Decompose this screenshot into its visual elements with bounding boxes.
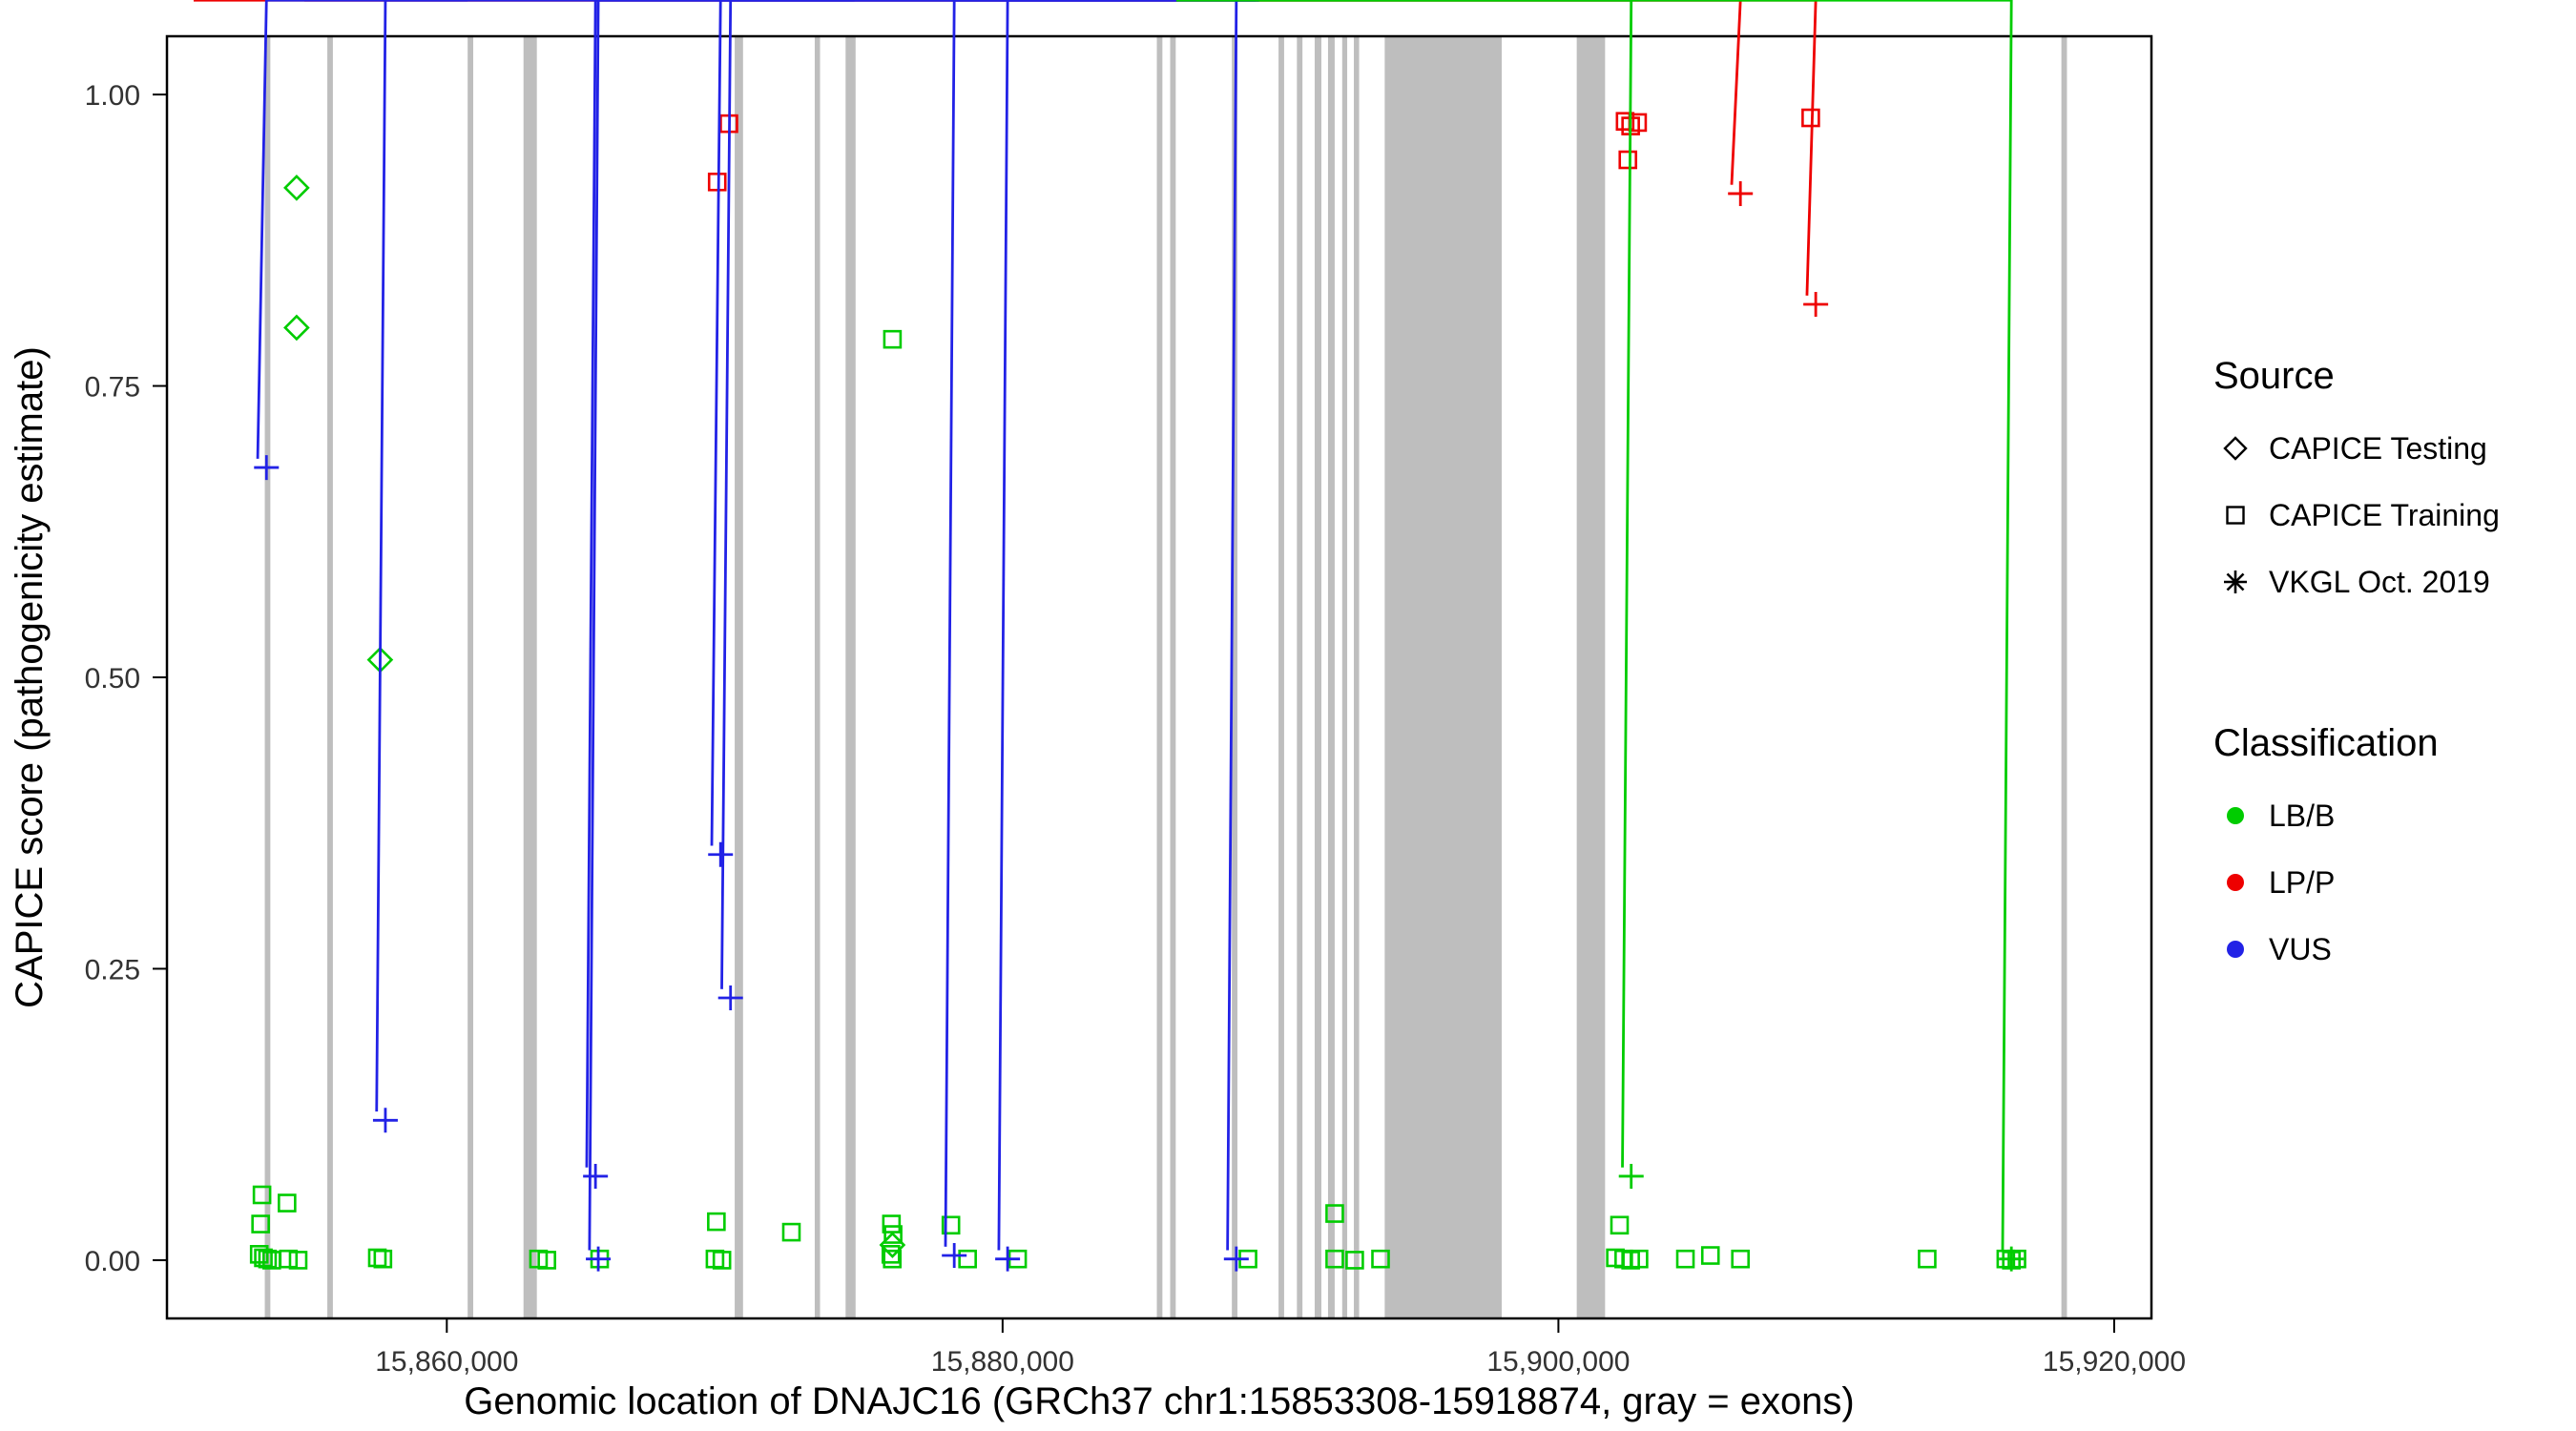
data-point-square	[537, 1251, 556, 1270]
y-tick-label: 1.00	[85, 80, 140, 112]
data-point-square	[279, 1249, 299, 1269]
diamond-icon	[2223, 436, 2248, 461]
data-point-asterisk	[254, 0, 468, 481]
exon-bar	[1314, 36, 1321, 1318]
legend-label-vkgl: VKGL Oct. 2019	[2269, 564, 2490, 599]
data-point-square	[883, 1225, 903, 1244]
legend-label-lpp: LP/P	[2269, 864, 2336, 900]
exon-bar	[467, 36, 473, 1318]
x-tick-label: 15,860,000	[375, 1346, 518, 1378]
x-tick-label: 15,900,000	[1486, 1346, 1630, 1378]
legend-item-lpp: LP/P	[2213, 849, 2500, 916]
legend-item-vus: VUS	[2213, 916, 2500, 983]
asterisk-icon	[2224, 570, 2247, 593]
legend-item-lbb: LB/B	[2213, 782, 2500, 849]
exon-bar	[523, 36, 537, 1318]
data-point-square	[1615, 112, 1635, 131]
data-point-asterisk	[583, 0, 1176, 1189]
exon-bar	[1327, 36, 1335, 1318]
lbb-color-dot-icon	[2227, 807, 2244, 824]
data-point-asterisk	[1223, 0, 1259, 1272]
y-tick-label: 0.00	[85, 1246, 140, 1277]
data-point-square	[252, 1185, 272, 1205]
data-point-square	[1325, 1204, 1344, 1223]
data-point-square	[1610, 1215, 1630, 1235]
x-tick-label: 15,880,000	[931, 1346, 1074, 1378]
legend-label-lbb: LB/B	[2269, 798, 2336, 833]
data-point-square	[883, 1249, 903, 1269]
legend-item-capice-testing: CAPICE Testing	[2213, 415, 2500, 482]
data-point-square	[1700, 1246, 1720, 1265]
data-point-square	[1918, 1249, 1937, 1269]
data-point-square	[941, 1215, 961, 1235]
vus-color-dot-icon	[2227, 941, 2244, 958]
legend-classification-group: Classification LB/B LP/P VUS	[2213, 722, 2500, 983]
y-tick-label: 0.25	[85, 954, 140, 985]
y-tick-label: 0.75	[85, 372, 140, 404]
exon-bar	[1354, 36, 1360, 1318]
exon-bar	[1384, 36, 1502, 1318]
y-tick-label: 0.50	[85, 663, 140, 695]
exon-bar	[1297, 36, 1303, 1318]
exon-bar	[327, 36, 333, 1318]
data-point-diamond	[283, 314, 310, 342]
data-point-square	[707, 172, 727, 192]
x-tick-label: 15,920,000	[2043, 1346, 2186, 1378]
data-point-square	[781, 1222, 801, 1242]
legend-label-capice-testing: CAPICE Testing	[2269, 430, 2487, 466]
data-point-square	[1731, 1249, 1751, 1269]
legend-classification-title: Classification	[2213, 722, 2439, 764]
data-point-asterisk	[995, 0, 1259, 1272]
data-point-square	[1345, 1251, 1364, 1270]
data-point-asterisk	[708, 0, 855, 867]
exon-bar	[845, 36, 856, 1318]
data-point-diamond	[283, 174, 310, 201]
data-point-square	[251, 1214, 270, 1234]
legend-item-capice-training: CAPICE Training	[2213, 482, 2500, 549]
legend-label-capice-training: CAPICE Training	[2269, 497, 2500, 532]
exon-bar	[1170, 36, 1176, 1318]
exon-bar	[1576, 36, 1606, 1318]
square-icon	[2226, 506, 2245, 525]
legend-source-group: Source CAPICE Testing CAPICE Training VK…	[2213, 355, 2500, 615]
exon-bar	[1341, 36, 1348, 1318]
data-point-square	[1618, 150, 1638, 170]
y-axis-title: CAPICE score (pathogenicity estimate)	[9, 346, 51, 1008]
data-point-square	[882, 1214, 902, 1234]
exon-bar	[735, 36, 743, 1318]
data-point-square	[278, 1193, 297, 1213]
exon-bar	[2061, 36, 2067, 1318]
data-point-square	[1630, 1249, 1649, 1269]
exon-bar	[1278, 36, 1284, 1318]
data-point-square	[367, 1248, 387, 1268]
data-point-asterisk	[193, 0, 1754, 206]
exon-bar	[814, 36, 821, 1318]
data-point-square	[288, 1251, 308, 1270]
data-point-square	[707, 1212, 726, 1232]
lpp-color-dot-icon	[2227, 874, 2244, 891]
data-point-square	[881, 1245, 901, 1264]
data-point-square	[883, 329, 903, 349]
data-point-asterisk	[942, 0, 1257, 1269]
data-point-square	[958, 1249, 977, 1269]
exon-bar	[1232, 36, 1237, 1318]
data-point-square	[712, 1251, 732, 1270]
legend-source-title: Source	[2213, 355, 2335, 397]
data-point-square	[1801, 108, 1820, 128]
exon-bar	[1156, 36, 1163, 1318]
data-point-asterisk	[1258, 0, 2025, 1272]
data-point-square	[1675, 1249, 1695, 1269]
data-point-square	[1325, 1249, 1344, 1269]
exon-bar	[264, 36, 271, 1318]
data-point-asterisk	[372, 0, 1121, 1133]
x-axis-title: Genomic location of DNAJC16 (GRCh37 chr1…	[464, 1380, 1855, 1422]
legend-item-vkgl: VKGL Oct. 2019	[2213, 549, 2500, 615]
data-point-square	[373, 1249, 393, 1269]
legend: Source CAPICE Testing CAPICE Training VK…	[2213, 355, 2500, 983]
legend-label-vus: VUS	[2269, 931, 2332, 966]
data-point-square	[1371, 1249, 1390, 1269]
data-point-asterisk	[717, 0, 743, 1010]
